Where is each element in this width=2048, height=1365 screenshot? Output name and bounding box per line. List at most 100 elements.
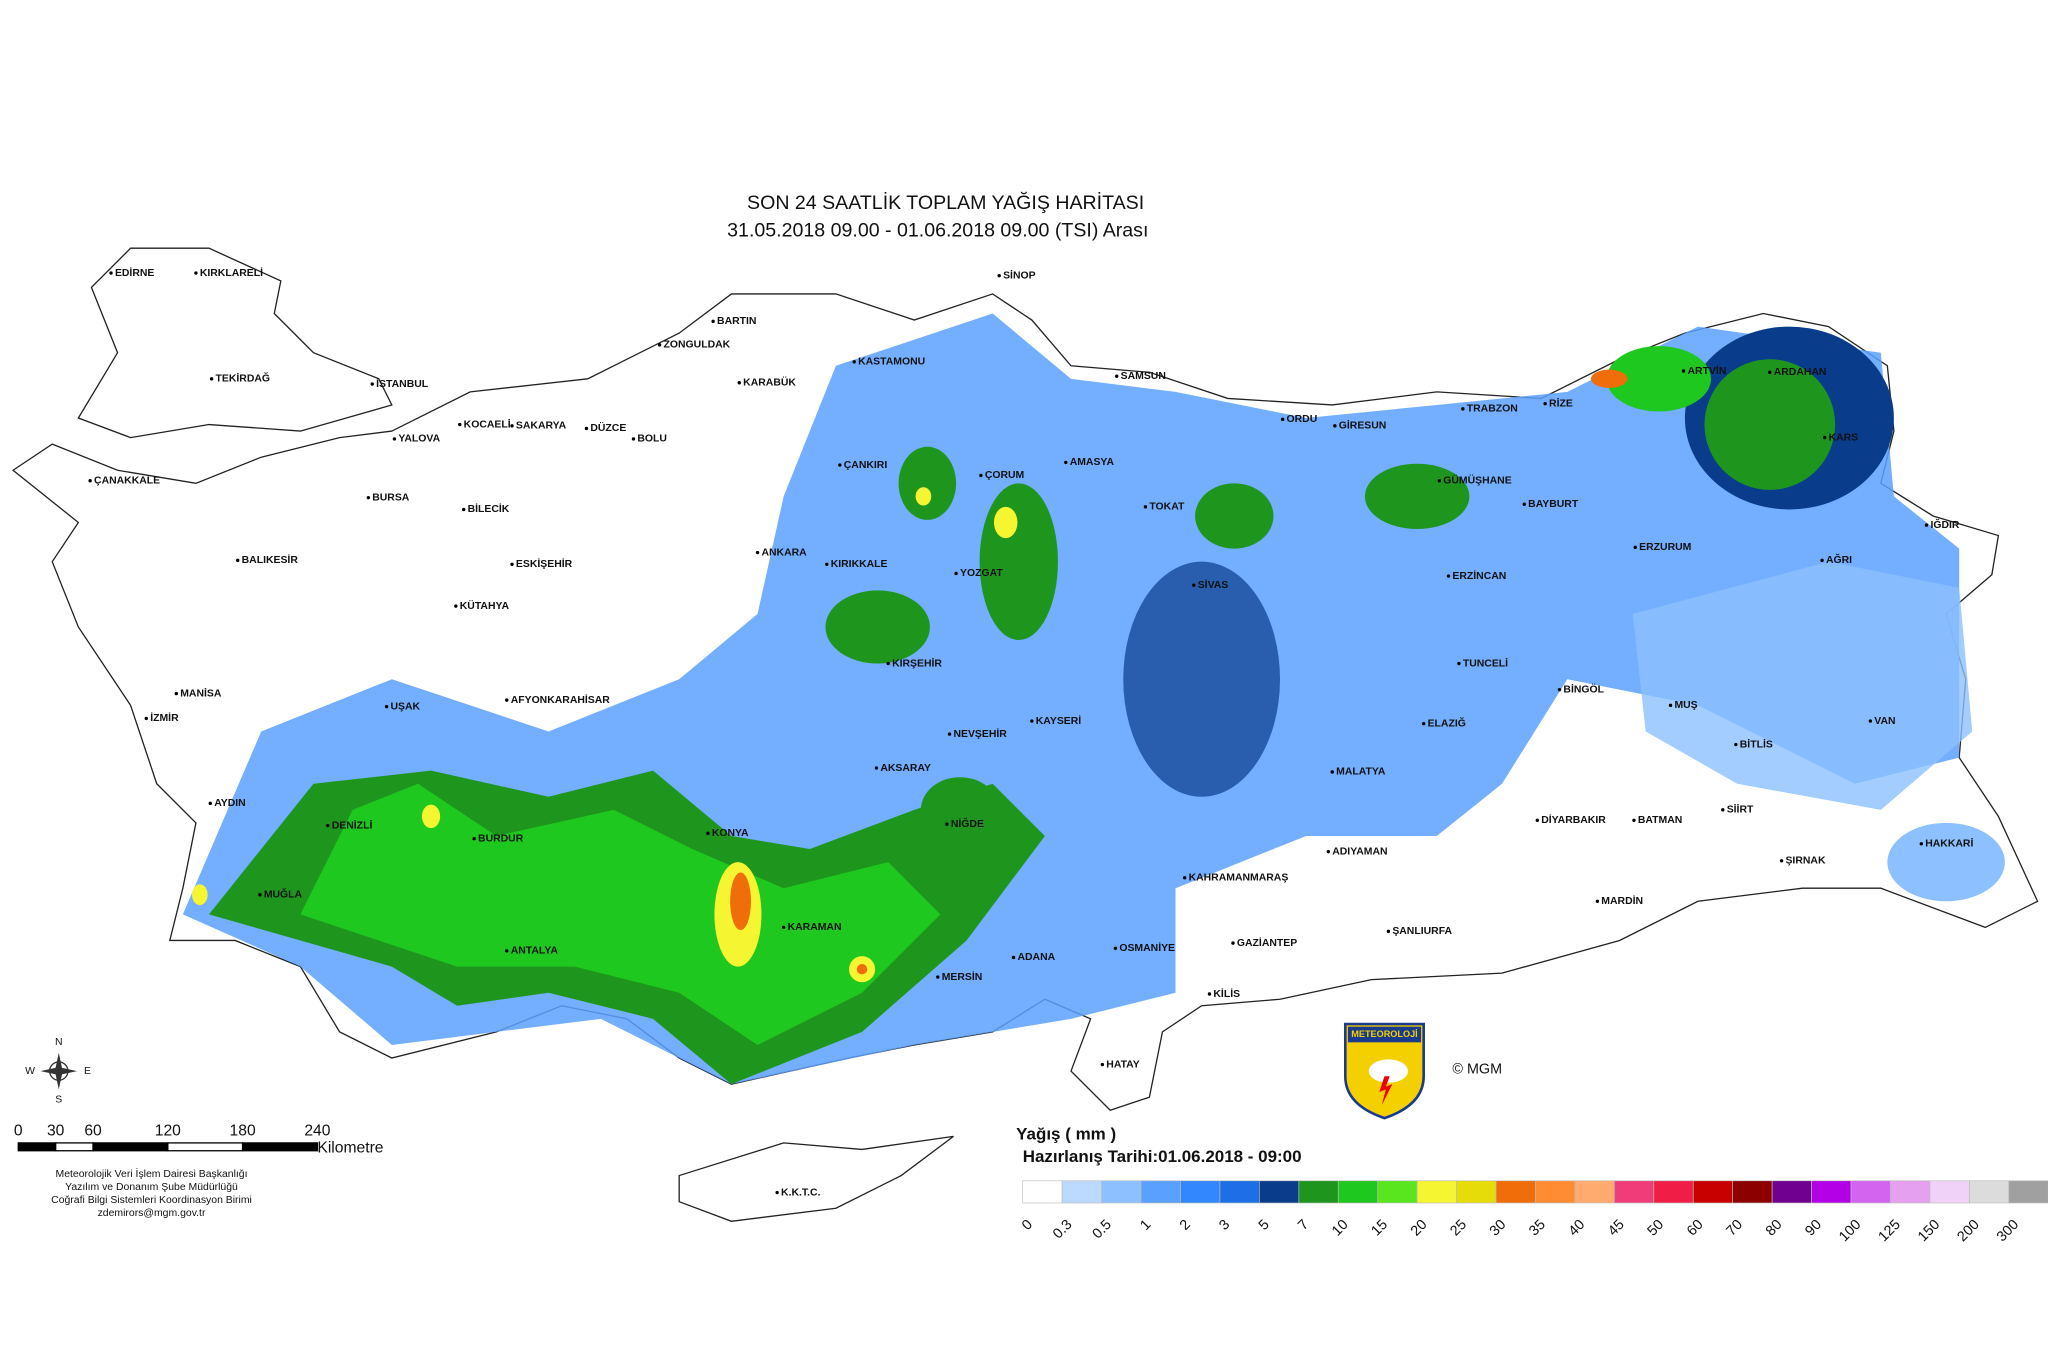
city-label: ELAZIĞ	[1428, 716, 1466, 729]
city-label: BURDUR	[478, 833, 524, 844]
city-dot	[1779, 859, 1784, 863]
logo-text: METEOROLOJİ	[1351, 1029, 1417, 1039]
city-dot	[657, 343, 662, 347]
legend-label: 10	[1329, 1217, 1352, 1240]
city-label: ÇANAKKALE	[94, 475, 160, 486]
city-dot	[1011, 955, 1016, 960]
city-label: YALOVA	[398, 434, 440, 445]
city-label: SİVAS	[1198, 578, 1229, 591]
legend-label: 60	[1684, 1217, 1707, 1240]
city-dot	[947, 732, 952, 736]
scale-segment	[92, 1142, 169, 1152]
city-dot	[1143, 505, 1148, 509]
legend-label: 50	[1645, 1217, 1668, 1240]
city-dot	[1924, 523, 1929, 527]
city-label: KAYSERİ	[1036, 714, 1082, 727]
city-label: MALATYA	[1336, 767, 1386, 778]
city-dot	[1192, 583, 1196, 587]
city-label: AFYONKARAHİSAR	[511, 693, 611, 706]
legend-title: Yağış ( mm )	[1016, 1125, 1116, 1144]
city-label: MARDİN	[1601, 894, 1643, 907]
city-label: DÜZCE	[590, 421, 626, 434]
city-label: İZMİR	[150, 711, 179, 724]
legend-swatch	[1574, 1180, 1615, 1204]
city-dot	[775, 1190, 779, 1195]
legend-label: 1	[1137, 1217, 1154, 1234]
city-label: KARABÜK	[743, 376, 796, 389]
city-label: OSMANİYE	[1119, 941, 1175, 954]
legend-label: 25	[1447, 1217, 1470, 1240]
legend-swatch	[1811, 1180, 1852, 1204]
legend-label: 40	[1566, 1217, 1589, 1240]
legend-label: 20	[1408, 1217, 1431, 1240]
city-dot	[1231, 941, 1235, 945]
city-dot	[874, 766, 879, 770]
credits: Meteorolojik Veri İşlem Dairesi Başkanlı…	[51, 1167, 252, 1219]
legend-swatch	[1101, 1180, 1142, 1204]
city-label: ANKARA	[761, 547, 807, 558]
city-label: BİTLİS	[1740, 737, 1773, 750]
city-label: KOCAELİ	[464, 417, 511, 430]
city-label: GİRESUN	[1339, 419, 1387, 432]
city-dot	[1207, 992, 1212, 996]
city-label: AĞRI	[1826, 553, 1852, 566]
legend-swatch	[1022, 1180, 1063, 1204]
scale-tick-label: 180	[230, 1122, 256, 1139]
scale-segment	[55, 1142, 94, 1152]
city-label: ARDAHAN	[1774, 367, 1827, 378]
city-dot	[174, 691, 179, 696]
city-dot	[936, 975, 940, 979]
city-dot	[631, 437, 636, 441]
city-label: SİNOP	[1003, 268, 1036, 281]
legend-label: 0.5	[1089, 1217, 1114, 1242]
credit-line: zdemirors@mgm.gov.tr	[98, 1208, 206, 1219]
city-label: MANİSA	[180, 686, 222, 699]
city-dot	[1734, 742, 1738, 747]
city-dot	[1768, 370, 1772, 374]
legend-label: 2	[1177, 1217, 1194, 1234]
city-dot	[737, 381, 741, 385]
city-dot	[461, 507, 466, 512]
city-label: ÇORUM	[985, 470, 1024, 481]
city-dot	[1595, 899, 1600, 903]
city-dot	[194, 271, 198, 275]
city-label: K.K.T.C.	[781, 1187, 821, 1198]
city-label: TOKAT	[1149, 502, 1185, 513]
legend-swatch	[1535, 1180, 1576, 1204]
city-label: BURSA	[372, 492, 410, 503]
city-label: YOZGAT	[960, 568, 1003, 579]
city-label: ORDU	[1287, 414, 1318, 425]
city-label: IĞDIR	[1930, 518, 1959, 531]
city-dot	[88, 479, 92, 483]
city-dot	[366, 495, 371, 500]
city-label: MUŞ	[1674, 700, 1697, 711]
city-labels: EDİRNE KIRKLARELİ TEKİRDAĞ İSTANBUL KOCAELİ S…	[88, 266, 1973, 1198]
city-label: DENİZLİ	[332, 818, 373, 831]
city-dot	[1461, 407, 1465, 411]
city-dot	[258, 893, 262, 897]
compass-e: E	[84, 1066, 91, 1077]
city-dot	[1100, 1062, 1105, 1067]
legend-label: 5	[1256, 1217, 1273, 1234]
city-label: KÜTAHYA	[460, 599, 510, 612]
city-dot	[954, 571, 958, 576]
legend-swatch	[1969, 1180, 2010, 1204]
city-label: KİLİS	[1213, 987, 1240, 1000]
city-label: BAYBURT	[1528, 499, 1579, 510]
cyprus	[678, 1135, 954, 1222]
city-dot	[236, 558, 240, 563]
legend-label: 150	[1915, 1217, 1943, 1245]
city-label: UŞAK	[391, 701, 421, 712]
city-label: KAHRAMANMARAŞ	[1189, 873, 1289, 884]
city-label: ERZURUM	[1639, 542, 1691, 553]
compass-w: W	[25, 1066, 35, 1077]
city-dot	[1182, 876, 1187, 880]
city-dot	[1386, 929, 1391, 934]
city-dot	[472, 836, 476, 841]
city-dot	[1681, 369, 1686, 373]
compass-n: N	[55, 1037, 63, 1048]
city-label: HAKKARİ	[1925, 837, 1973, 850]
legend-label: 80	[1763, 1217, 1786, 1240]
map-subtitle: 31.05.2018 09.00 - 01.06.2018 09.00 (TSI…	[727, 219, 1148, 241]
